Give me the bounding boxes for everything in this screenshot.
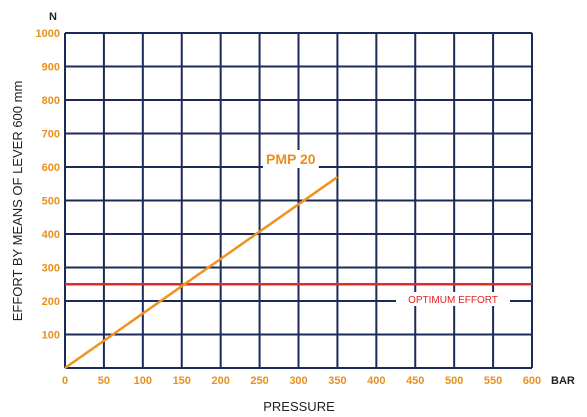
- x-axis-title: PRESSURE: [263, 399, 335, 414]
- reference-label-background: [396, 292, 510, 306]
- x-tick-label-150: 150: [173, 375, 191, 387]
- y-tick-label-600: 600: [42, 162, 60, 174]
- y-tick-label-900: 900: [42, 62, 60, 74]
- x-tick-label-100: 100: [134, 375, 152, 387]
- y-tick-label-200: 200: [42, 296, 60, 308]
- x-tick-label-600: 600: [523, 375, 541, 387]
- x-tick-label-200: 200: [211, 375, 229, 387]
- reference-label-optimum-effort: OPTIMUM EFFORT: [408, 295, 498, 306]
- x-tick-label-350: 350: [328, 375, 346, 387]
- y-tick-label-1000: 1000: [36, 28, 60, 40]
- chart-grid: [64, 32, 533, 369]
- series-line-0: [64, 176, 339, 370]
- y-tick-label-700: 700: [42, 129, 60, 141]
- x-tick-label-400: 400: [367, 375, 385, 387]
- y-unit-label: N: [49, 11, 57, 23]
- x-tick-label-0: 0: [62, 375, 68, 387]
- y-tick-label-400: 400: [42, 229, 60, 241]
- x-tick-labels: 0 50 100 150 200 250 300 350 400 450 500 550 600: [62, 375, 541, 387]
- y-tick-label-100: 100: [42, 330, 60, 342]
- series-label-pmp20: PMP 20: [266, 151, 316, 167]
- x-tick-label-250: 250: [250, 375, 268, 387]
- x-tick-label-550: 550: [484, 375, 502, 387]
- x-tick-label-300: 300: [289, 375, 307, 387]
- y-tick-labels: 100 200 300 400 500 600 700 800 900 1000: [36, 28, 60, 342]
- y-tick-label-300: 300: [42, 263, 60, 275]
- y-tick-label-800: 800: [42, 95, 60, 107]
- x-tick-label-450: 450: [406, 375, 424, 387]
- series-label-background: [263, 150, 319, 168]
- y-axis-title: EFFORT BY MEANS OF LEVER 600 mm: [10, 81, 25, 322]
- x-unit-label: BAR: [551, 375, 575, 387]
- x-tick-label-50: 50: [98, 375, 110, 387]
- y-tick-label-500: 500: [42, 196, 60, 208]
- series-lines: [64, 176, 339, 370]
- x-tick-label-500: 500: [445, 375, 463, 387]
